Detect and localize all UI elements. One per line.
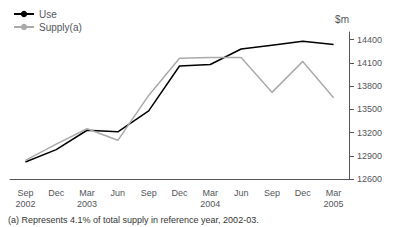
svg-text:Jun: Jun	[111, 188, 126, 198]
svg-text:Supply(a): Supply(a)	[39, 22, 82, 33]
svg-text:(a) Represents 4.1% of total s: (a) Represents 4.1% of total supply in r…	[8, 215, 259, 225]
svg-text:Dec: Dec	[295, 188, 312, 198]
svg-text:Sep: Sep	[264, 188, 280, 198]
svg-text:14400: 14400	[357, 35, 382, 45]
svg-text:Mar: Mar	[326, 188, 342, 198]
svg-text:13500: 13500	[357, 104, 382, 114]
svg-text:12600: 12600	[357, 174, 382, 184]
svg-text:Sep: Sep	[17, 188, 33, 198]
svg-text:Jun: Jun	[234, 188, 249, 198]
svg-text:2002: 2002	[15, 199, 35, 209]
svg-text:$m: $m	[335, 14, 349, 25]
svg-text:2004: 2004	[200, 199, 220, 209]
svg-text:Sep: Sep	[141, 188, 157, 198]
svg-text:Mar: Mar	[79, 188, 95, 198]
svg-text:Dec: Dec	[48, 188, 65, 198]
svg-text:13800: 13800	[357, 81, 382, 91]
svg-text:13200: 13200	[357, 128, 382, 138]
svg-text:Use: Use	[39, 9, 57, 20]
svg-text:2005: 2005	[324, 199, 344, 209]
svg-text:Mar: Mar	[203, 188, 219, 198]
svg-text:12900: 12900	[357, 151, 382, 161]
svg-text:2003: 2003	[77, 199, 97, 209]
svg-text:14100: 14100	[357, 58, 382, 68]
svg-text:Dec: Dec	[171, 188, 188, 198]
